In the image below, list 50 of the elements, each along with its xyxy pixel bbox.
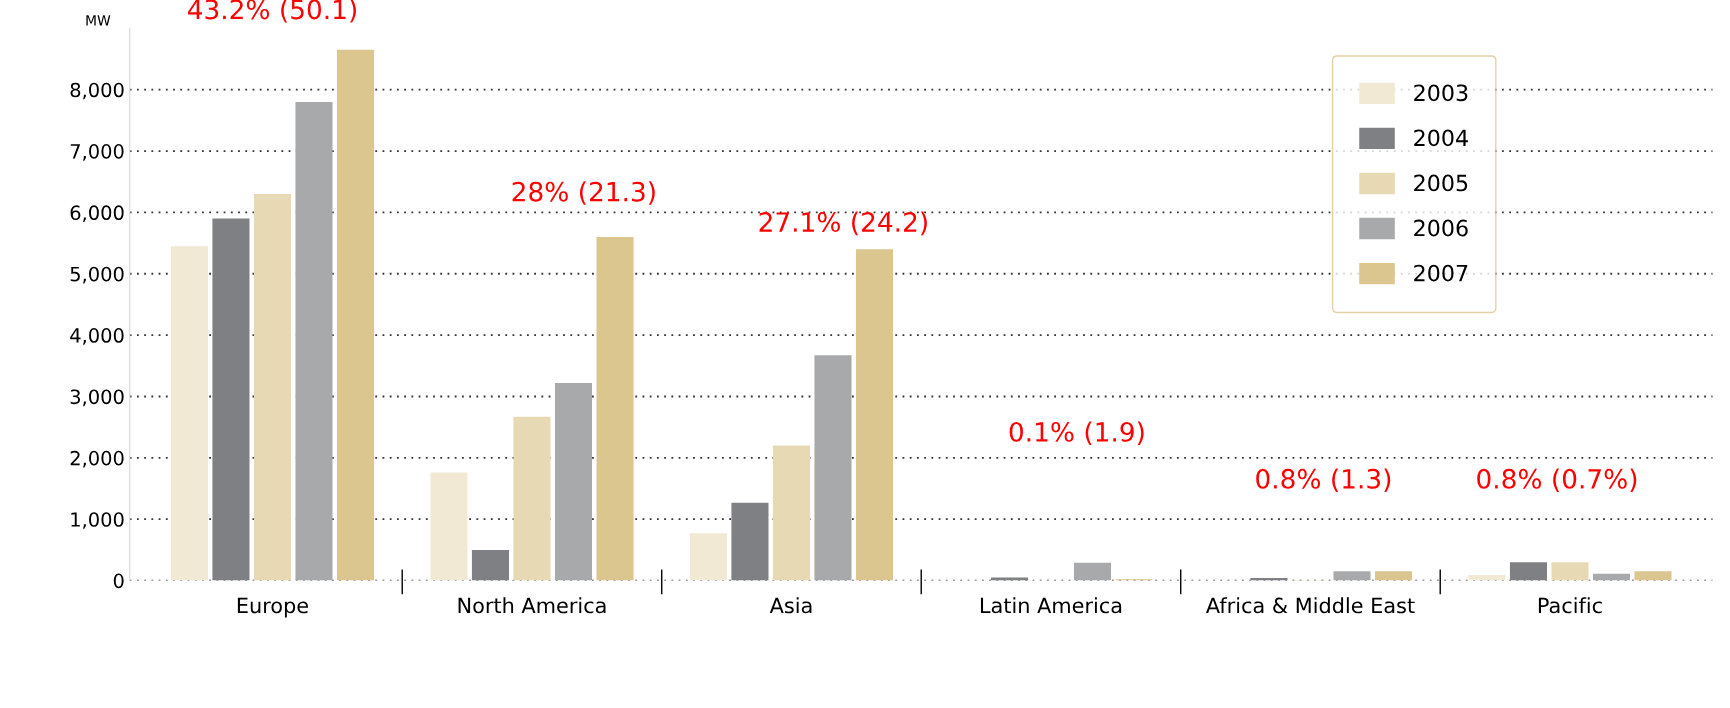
bar	[814, 355, 852, 581]
y-tick-label: 0	[113, 573, 124, 589]
x-tick-label: Africa & Middle East	[1205, 597, 1415, 614]
y-axis-title: MW	[86, 15, 111, 26]
bar	[1468, 575, 1506, 581]
annotation: 0.1% (1.9)	[1009, 421, 1144, 445]
bar	[430, 472, 468, 581]
y-tick-label: 7,000	[70, 144, 124, 161]
y-tick-label: 8,000	[70, 82, 124, 100]
y-tick-label: 6,000	[70, 205, 124, 223]
legend-label: 2004	[1414, 129, 1468, 147]
bar	[1509, 562, 1547, 581]
bar	[596, 236, 634, 581]
bar	[253, 193, 292, 581]
bar	[1073, 562, 1112, 581]
bar	[990, 577, 1028, 581]
bar	[1634, 571, 1672, 581]
bar	[1333, 571, 1371, 581]
y-tick-label: 5,000	[70, 266, 124, 284]
bar	[170, 246, 208, 581]
bar	[513, 416, 551, 581]
bar	[471, 549, 509, 581]
x-tick-label: Latin America	[980, 597, 1122, 614]
bar	[772, 445, 811, 581]
legend-label: 2007	[1414, 264, 1468, 282]
bar	[212, 218, 250, 581]
y-tick-label: 1,000	[71, 512, 124, 529]
bar	[336, 49, 375, 581]
annotation: 27.1% (24.2)	[759, 211, 927, 236]
bar	[1551, 562, 1589, 581]
bar	[295, 101, 333, 581]
x-tick-label: North America	[458, 597, 606, 614]
bar	[1374, 571, 1413, 581]
legend-label: 2005	[1414, 174, 1468, 192]
bar	[855, 249, 894, 581]
y-tick-label: 3,000	[70, 389, 124, 407]
y-tick-label: 4,000	[70, 328, 124, 345]
annotation: 28% (21.3)	[512, 181, 655, 205]
bar	[689, 533, 727, 581]
legend-label: 2006	[1414, 219, 1468, 237]
x-tick-label: Asia	[769, 597, 812, 614]
annotation: 0.8% (1.3)	[1256, 468, 1391, 492]
legend-label: 2003	[1414, 84, 1468, 102]
x-tick-label: Pacific	[1538, 597, 1602, 614]
bar	[731, 502, 769, 581]
x-tick-label: Europe	[237, 597, 308, 618]
bar	[554, 382, 593, 581]
annotation: 0.8% (0.7%)	[1477, 468, 1637, 492]
y-tick-label: 2,000	[70, 450, 124, 468]
text: 43.2% (50.1)	[187, 0, 356, 23]
